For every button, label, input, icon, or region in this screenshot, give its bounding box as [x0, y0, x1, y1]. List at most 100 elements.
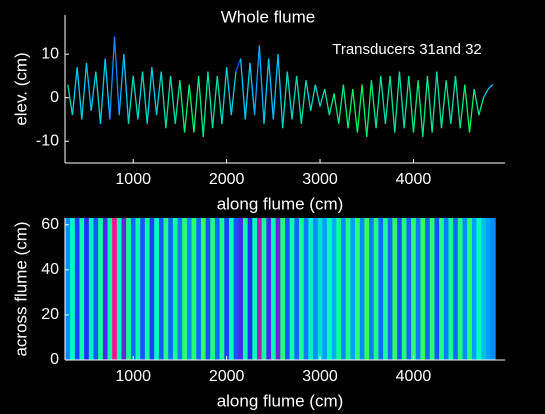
- line-segment: [109, 36, 116, 120]
- line-segment: [445, 80, 452, 124]
- line-segment: [375, 75, 382, 129]
- stripe: [93, 218, 99, 360]
- stripe: [70, 218, 76, 360]
- line-segment: [478, 97, 485, 116]
- stripe: [270, 218, 277, 360]
- line-segment: [99, 58, 106, 124]
- x-tick-label: 3000: [302, 171, 338, 188]
- x-tick-label: 4000: [396, 368, 432, 385]
- x-tick-label: 2000: [209, 368, 245, 385]
- line-segment: [193, 75, 200, 133]
- stripe: [233, 218, 239, 360]
- line-segment: [436, 71, 443, 129]
- stripe: [336, 218, 342, 360]
- stripe: [476, 218, 482, 360]
- stripe: [135, 218, 141, 360]
- y-tick-label: 10: [41, 45, 59, 62]
- x-tick-label: 3000: [302, 368, 338, 385]
- line-segment: [67, 84, 74, 116]
- stripe: [434, 218, 440, 360]
- x-tick-label: 1000: [115, 368, 151, 385]
- line-segment: [398, 71, 405, 129]
- line-segment: [324, 88, 331, 116]
- stripe: [275, 218, 281, 360]
- line-segment: [235, 58, 242, 72]
- line-segment: [338, 84, 345, 124]
- stripe: [350, 218, 356, 360]
- line-segment: [132, 75, 139, 120]
- stripe: [74, 218, 80, 360]
- line-segment: [258, 45, 265, 124]
- line-segment: [85, 62, 92, 111]
- stripe: [210, 218, 216, 360]
- line-segment: [263, 58, 270, 124]
- stripe: [168, 218, 174, 360]
- stripe: [261, 218, 267, 360]
- line-segment: [473, 88, 480, 116]
- stripe: [406, 218, 412, 360]
- stripe: [359, 218, 365, 360]
- stripe: [214, 218, 221, 360]
- line-segment: [146, 67, 153, 124]
- stripe: [228, 218, 235, 360]
- line-segment: [347, 88, 354, 129]
- line-segment: [384, 75, 391, 124]
- line-segment: [137, 71, 144, 120]
- stripe: [439, 218, 445, 360]
- line-segment: [440, 80, 447, 129]
- line-segment: [464, 84, 471, 133]
- stripe: [172, 218, 179, 360]
- line-segment: [370, 80, 377, 129]
- stripe: [88, 218, 94, 360]
- stripe: [256, 218, 263, 360]
- stripe: [247, 218, 253, 360]
- stripe: [331, 218, 337, 360]
- line-segment: [268, 58, 274, 120]
- stripe: [79, 218, 85, 360]
- line-segment: [104, 58, 111, 120]
- line-segment: [459, 84, 466, 129]
- line-segment: [249, 62, 256, 116]
- line-segment: [113, 36, 120, 116]
- line-segment: [487, 84, 494, 90]
- line-segment: [408, 75, 415, 133]
- stripe: [182, 218, 188, 360]
- line-segment: [230, 71, 237, 116]
- stripe: [144, 218, 151, 360]
- line-segment: [422, 75, 429, 137]
- stripe: [266, 218, 272, 360]
- stripe: [378, 218, 384, 360]
- line-segment: [366, 80, 373, 137]
- line-segment: [151, 67, 158, 116]
- stripe: [322, 218, 328, 360]
- line-segment: [426, 75, 433, 133]
- stripe: [140, 218, 146, 360]
- line-segment: [412, 80, 419, 133]
- stripe: [308, 218, 314, 360]
- stripe: [453, 218, 459, 360]
- stripe: [238, 218, 244, 360]
- stripe: [485, 218, 492, 360]
- stripe: [112, 218, 118, 360]
- line-segment: [155, 71, 162, 116]
- line-segment: [71, 67, 78, 116]
- line-segment: [394, 71, 401, 133]
- line-segment: [141, 71, 148, 124]
- line-segment: [239, 58, 246, 120]
- line-segment: [76, 67, 83, 120]
- line-segment: [282, 71, 288, 129]
- stripe: [219, 218, 225, 360]
- stripe: [163, 218, 169, 360]
- stripe: [401, 218, 407, 360]
- line-segment: [286, 71, 293, 120]
- line-segment: [305, 80, 312, 111]
- line-segment: [482, 88, 489, 99]
- stripe: [355, 218, 361, 360]
- line-segment: [95, 71, 102, 124]
- stripe: [327, 218, 333, 360]
- stripe: [149, 218, 155, 360]
- chart-title: Whole flume: [221, 7, 315, 26]
- stripe: [224, 218, 230, 360]
- line-segment: [118, 54, 125, 116]
